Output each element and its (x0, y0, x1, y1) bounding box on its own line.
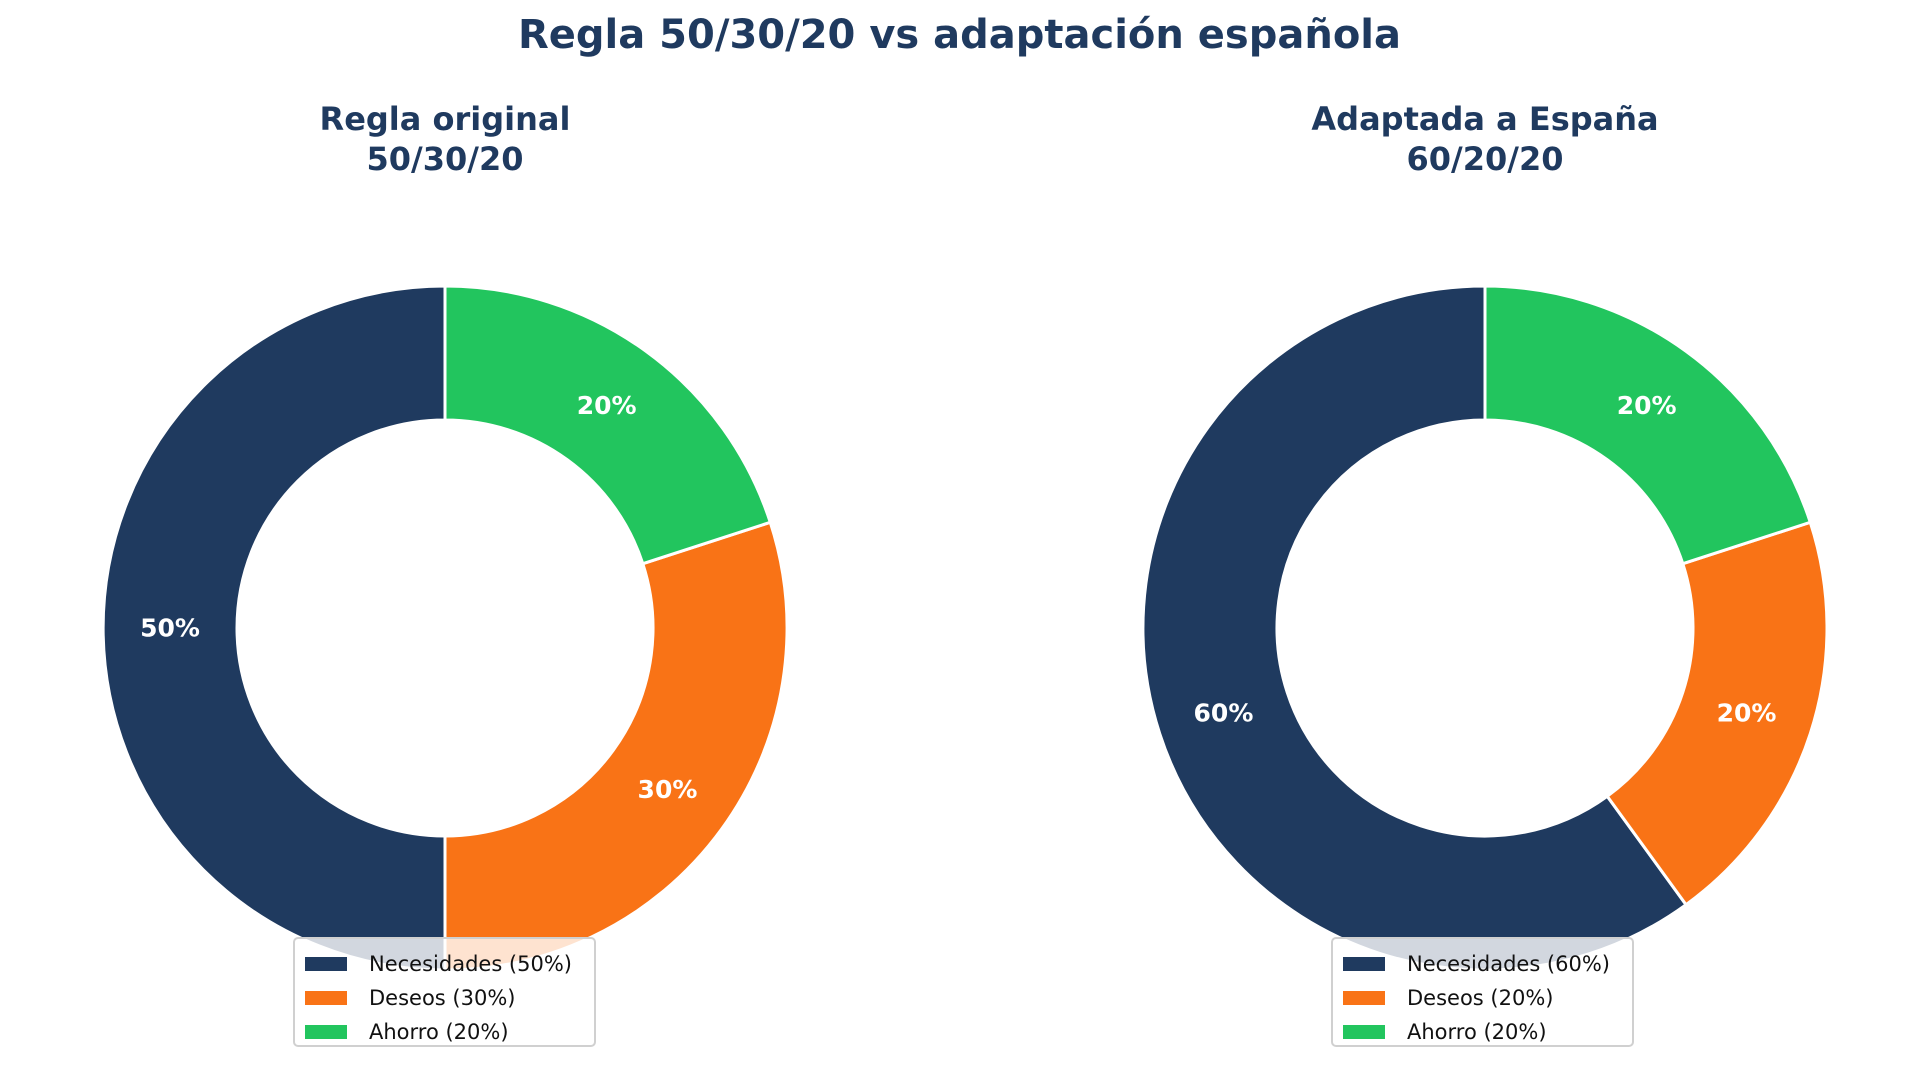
wedge-label: 20% (1717, 698, 1777, 727)
legend-entry: Ahorro (20%) (1343, 1015, 1632, 1049)
subplot-title: Adaptada a España (1311, 100, 1658, 138)
legend-swatch (1343, 957, 1385, 971)
wedge-label: 20% (577, 391, 637, 420)
legend-entry: Necesidades (60%) (1343, 947, 1632, 981)
legend-entry: Necesidades (50%) (305, 947, 594, 981)
subplot-title: 50/30/20 (367, 140, 524, 178)
subplot-title: 60/20/20 (1407, 140, 1564, 178)
wedge-deseos (1605, 520, 1829, 907)
wedge-label: 30% (638, 775, 698, 804)
legend-swatch (305, 957, 347, 971)
wedge-deseos (443, 520, 789, 972)
legend-label: Deseos (30%) (369, 986, 516, 1010)
wedge-label: 20% (1617, 391, 1677, 420)
legend-swatch (1343, 1025, 1385, 1039)
wedge-label: 50% (140, 614, 200, 643)
legend-swatch (1343, 991, 1385, 1005)
legend-label: Necesidades (50%) (369, 952, 572, 976)
legend-label: Ahorro (20%) (369, 1020, 509, 1044)
legend-entry: Ahorro (20%) (305, 1015, 594, 1049)
legend-swatch (305, 991, 347, 1005)
wedge-ahorro (443, 284, 773, 566)
legend-label: Ahorro (20%) (1407, 1020, 1547, 1044)
chart-title: Regla 50/30/20 vs adaptación española (517, 12, 1402, 58)
wedge-label: 60% (1194, 698, 1254, 727)
wedge-ahorro (1483, 284, 1813, 566)
legend-spain: Necesidades (60%) Deseos (20%) Ahorro (20%… (1331, 937, 1634, 1047)
legend-label: Deseos (20%) (1407, 986, 1554, 1010)
legend-swatch (305, 1025, 347, 1039)
legend-entry: Deseos (20%) (1343, 981, 1632, 1015)
legend-entry: Deseos (30%) (305, 981, 594, 1015)
subplot-title: Regla original (320, 100, 571, 138)
legend-label: Necesidades (60%) (1407, 952, 1610, 976)
legend-original: Necesidades (50%) Deseos (30%) Ahorro (20%… (293, 937, 596, 1047)
